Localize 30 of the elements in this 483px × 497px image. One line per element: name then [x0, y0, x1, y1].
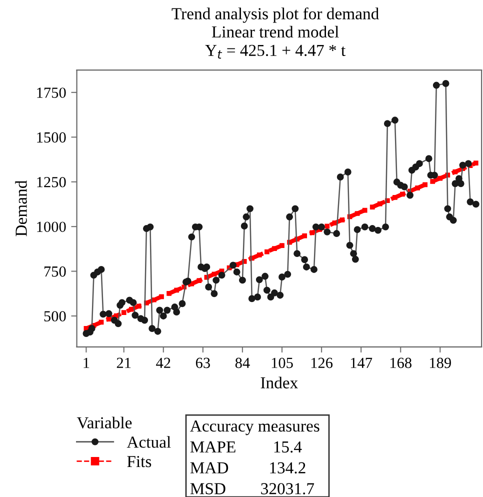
- text: 134.2: [270, 462, 306, 474]
- x-tick-label: 42: [156, 358, 170, 368]
- text: MAD: [190, 462, 228, 474]
- y-tick-label: 1250: [37, 176, 66, 188]
- x-axis-title: Index: [260, 376, 298, 388]
- text: MSD: [190, 483, 226, 494]
- text: 32031.7: [261, 483, 314, 494]
- x-tick-label: 126: [311, 358, 333, 368]
- legend-title: Variable: [76, 416, 132, 429]
- text: Accuracy measures: [190, 420, 320, 436]
- text: MAPE: [190, 441, 236, 452]
- x-tick-label: 168: [390, 358, 412, 368]
- y-tick-label: 500: [44, 311, 66, 322]
- x-tick-label: 105: [272, 358, 293, 368]
- x-tick-label: 63: [196, 358, 210, 368]
- x-tick-label: 84: [235, 358, 250, 368]
- y-tick-label: 750: [44, 266, 66, 277]
- x-tick-label: 21: [116, 358, 131, 368]
- chart-title: Trend analysis plot for demand: [172, 7, 379, 23]
- x-tick-label: 147: [350, 358, 372, 368]
- y-axis-title: Demand: [15, 180, 27, 236]
- y-tick-label: 1500: [37, 132, 66, 143]
- chart-subtitle: Linear trend model Y$_{t}$ = 425.1 + 4.47 * t: [205, 26, 346, 59]
- text: 15.4: [274, 441, 302, 453]
- legend-label: Fits: [127, 456, 152, 468]
- legend-label: Actual: [126, 436, 171, 448]
- y-tick-label: 1000: [37, 222, 66, 232]
- x-tick-label: 189: [430, 358, 451, 368]
- y-tick-label: 1750: [37, 88, 66, 98]
- x-tick-label: 1: [84, 358, 90, 368]
